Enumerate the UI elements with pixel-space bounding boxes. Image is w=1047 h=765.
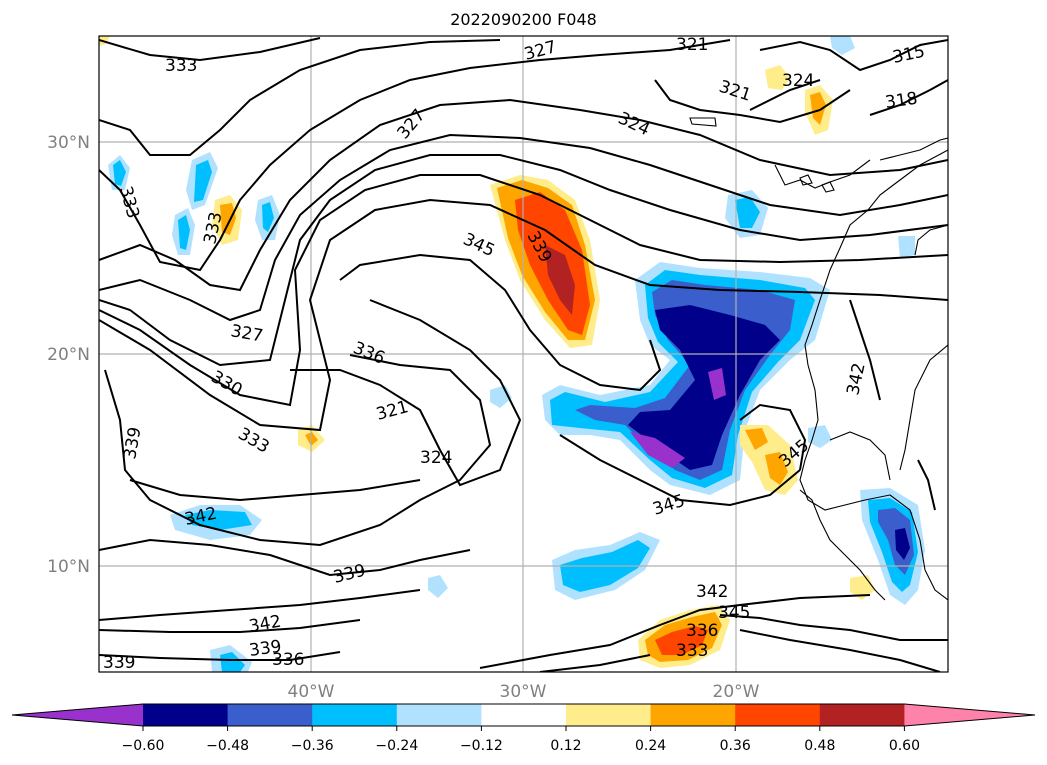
- colorbar-segment: [904, 704, 1035, 726]
- colorbar-tick-label: 0.48: [804, 738, 835, 754]
- colorbar-segment: [735, 704, 821, 726]
- contour-label: 342: [696, 582, 728, 602]
- contour-label: 336: [272, 650, 304, 670]
- lat-tick-label: 10°N: [47, 557, 90, 577]
- longitude-ticks: 40°W 30°W 20°W: [288, 682, 760, 702]
- colorbar-tick-label: −0.12: [460, 738, 503, 754]
- colorbar: −0.60 −0.48 −0.36 −0.24 −0.12 0.12 0.24 0.36 0.4…: [11, 703, 1036, 754]
- colorbar-tick-label: −0.24: [375, 738, 418, 754]
- colorbar-tick-label: −0.60: [122, 738, 165, 754]
- contour-label: 318: [884, 89, 919, 113]
- colorbar-segment: [396, 704, 482, 726]
- gridlines: [99, 36, 948, 672]
- colorbar-segments: [11, 703, 1036, 727]
- colorbar-segment: [143, 704, 229, 726]
- lat-tick-label: 20°N: [47, 345, 90, 365]
- colorbar-labels: −0.60 −0.48 −0.36 −0.24 −0.12 0.12 0.24 0.36 0.4…: [122, 726, 920, 754]
- colorbar-tick-label: 0.60: [889, 738, 920, 754]
- map-plot: 333 327 321 315 324 321 318 327 324 333 …: [99, 35, 948, 673]
- lon-tick-label: 40°W: [288, 682, 335, 702]
- colorbar-segment: [12, 704, 143, 726]
- latitude-ticks: 30°N 20°N 10°N: [47, 133, 90, 577]
- colorbar-segment: [566, 704, 652, 726]
- colorbar-segment: [312, 704, 398, 726]
- colorbar-tick-label: 0.12: [550, 738, 581, 754]
- contour-label: 321: [676, 35, 708, 55]
- colorbar-segment: [650, 704, 736, 726]
- contour-label: 333: [676, 641, 708, 661]
- lon-tick-label: 20°W: [713, 682, 760, 702]
- contour-label: 345: [718, 603, 750, 623]
- map-title: 2022090200 F048: [450, 10, 597, 29]
- contour-lines: [99, 37, 948, 672]
- contour-label: 336: [686, 621, 718, 641]
- contour-label: 339: [103, 653, 135, 673]
- colorbar-tick-label: 0.36: [720, 738, 751, 754]
- map-frame: [98, 35, 949, 673]
- coastlines: [689, 117, 948, 601]
- colorbar-segment: [227, 704, 313, 726]
- colorbar-segment: [481, 704, 567, 726]
- colorbar-tick-label: −0.48: [206, 738, 249, 754]
- contour-label: 324: [782, 71, 814, 91]
- contour-label: 324: [420, 448, 452, 468]
- contour-label: 339: [248, 637, 283, 661]
- lat-tick-label: 30°N: [47, 133, 90, 153]
- colorbar-tick-label: 0.24: [635, 738, 666, 754]
- colorbar-tick-label: −0.36: [291, 738, 334, 754]
- contour-label: 333: [165, 56, 197, 76]
- lon-tick-label: 30°W: [500, 682, 547, 702]
- colorbar-segment: [819, 704, 905, 726]
